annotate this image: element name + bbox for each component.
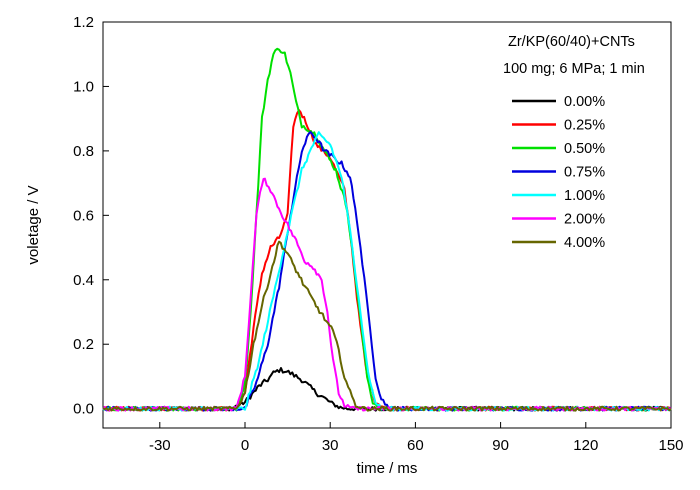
x-tick-label: 90 xyxy=(492,437,509,454)
y-tick-label: 0.0 xyxy=(73,401,94,418)
legend: Zr/KP(60/40)+CNTs 100 mg; 6 MPa; 1 min 0… xyxy=(503,34,645,251)
x-tick-label: 150 xyxy=(658,437,683,454)
y-tick-label: 1.0 xyxy=(73,78,94,95)
legend-label: 0.50% xyxy=(564,141,605,157)
legend-label: 0.25% xyxy=(564,118,605,134)
series-line xyxy=(102,240,672,412)
x-axis-title: time / ms xyxy=(357,460,418,477)
legend-label: 1.00% xyxy=(564,188,605,204)
y-tick-label: 0.8 xyxy=(73,143,94,160)
x-tick-label: -30 xyxy=(149,437,171,454)
x-tick-label: 30 xyxy=(322,437,339,454)
x-tick-label: 0 xyxy=(241,437,249,454)
legend-header-line-2: 100 mg; 6 MPa; 1 min xyxy=(503,61,645,77)
y-tick-label: 0.6 xyxy=(73,207,94,224)
y-tick-label: 1.2 xyxy=(73,14,94,31)
legend-label: 0.00% xyxy=(564,94,605,110)
x-tick-label: 60 xyxy=(407,437,424,454)
legend-label: 2.00% xyxy=(564,212,605,228)
x-tick-label: 120 xyxy=(573,437,598,454)
series-layer xyxy=(102,47,672,412)
legend-label: 4.00% xyxy=(564,235,605,251)
plot-area-frame xyxy=(102,21,672,429)
legend-header-line-1: Zr/KP(60/40)+CNTs xyxy=(508,34,635,50)
y-axis-title: voletage / V xyxy=(25,185,42,264)
y-axis: 0.0 0.2 0.4 0.6 0.8 1.0 1.2 xyxy=(73,14,109,418)
y-tick-label: 0.2 xyxy=(73,336,94,353)
y-tick-label: 0.4 xyxy=(73,272,94,289)
legend-label: 0.75% xyxy=(564,165,605,181)
x-axis: -30 0 30 60 90 120 150 xyxy=(149,422,684,454)
